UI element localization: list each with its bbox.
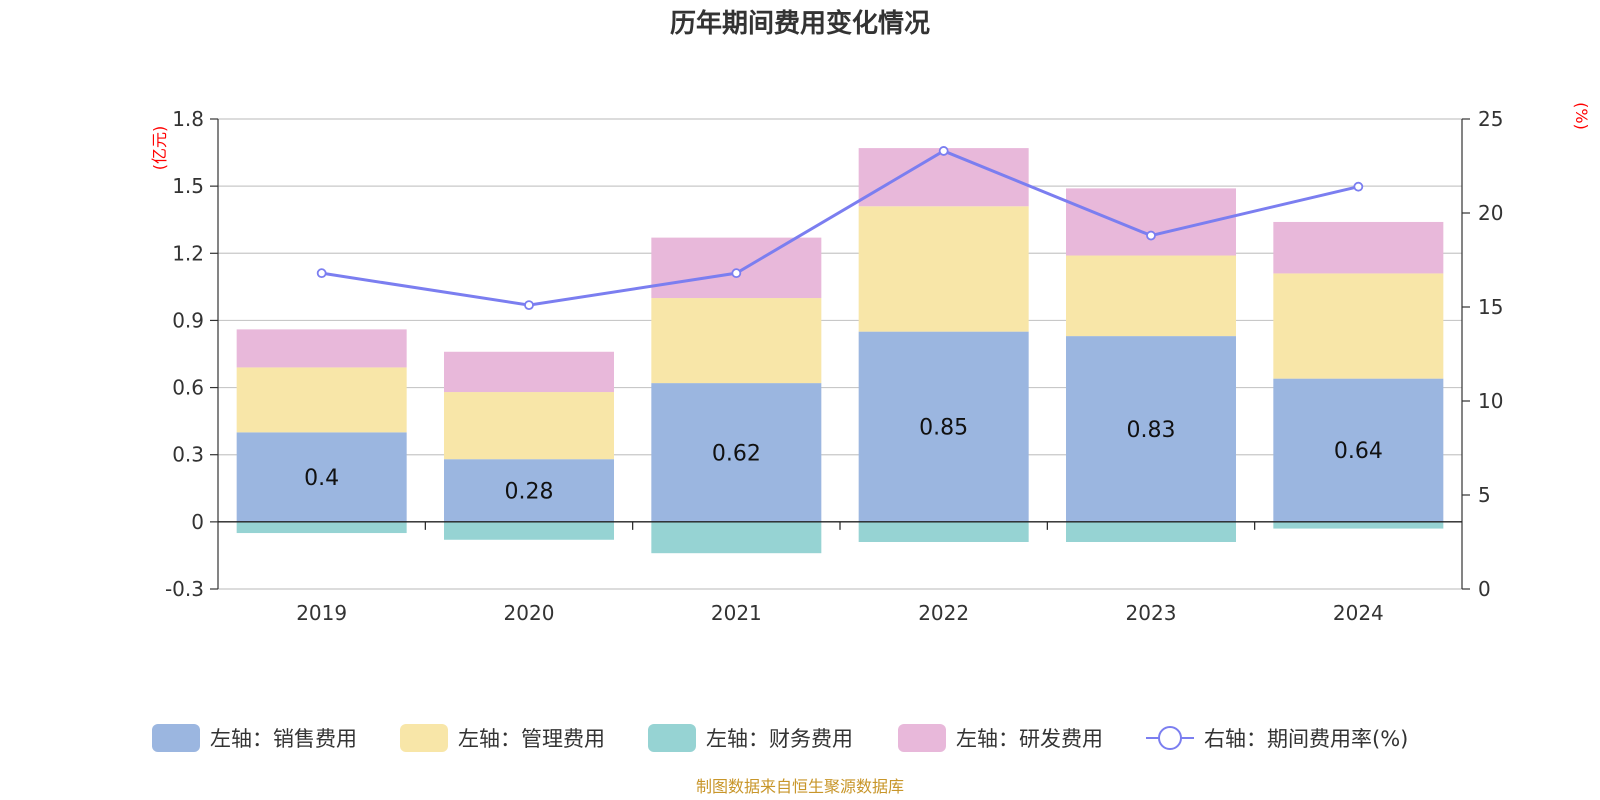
bar-segment[interactable] — [651, 298, 822, 384]
legend-label[interactable]: 右轴：期间费用率(%) — [1204, 727, 1408, 751]
right-axis-unit: (%) — [1572, 102, 1591, 130]
rate-point[interactable] — [316, 268, 327, 279]
bar-segment[interactable] — [1066, 255, 1236, 337]
left-tick-label: 1.8 — [172, 107, 204, 131]
rate-point[interactable] — [524, 300, 534, 311]
rate-line — [316, 146, 1364, 311]
x-tick-label: 2019 — [296, 601, 347, 625]
legend-label[interactable]: 左轴：研发费用 — [956, 727, 1103, 751]
gridlines — [218, 118, 1462, 590]
bar-segment[interactable] — [1273, 378, 1444, 522]
data-label: 0.62 — [712, 441, 761, 466]
bar-segment[interactable] — [444, 521, 614, 540]
bar-segment[interactable] — [236, 367, 407, 433]
bar-segment[interactable] — [236, 329, 407, 368]
legend-swatch[interactable] — [152, 724, 200, 752]
bar-segment[interactable] — [444, 351, 614, 393]
left-axis-unit: (亿元) — [150, 126, 169, 171]
bar-segment[interactable] — [1273, 521, 1444, 529]
rate-point[interactable] — [938, 146, 949, 156]
bar-segment[interactable] — [444, 459, 614, 522]
left-tick-label: 1.2 — [172, 241, 204, 265]
legend-swatch[interactable] — [648, 724, 696, 752]
axes: -0.3 0 0.3 0.6 0.9 1.2 1.5 1.8 0 5 10 15 20 25 2019 202… — [165, 107, 1503, 625]
bar-segment[interactable] — [444, 392, 614, 460]
source-note: 制图数据来自恒生聚源数据库 — [696, 777, 904, 796]
x-tick-label: 2024 — [1333, 601, 1384, 625]
bar-segment[interactable] — [651, 521, 822, 554]
right-tick-label: 25 — [1478, 107, 1503, 131]
left-tick-label: 0 — [191, 510, 204, 534]
legend-label[interactable]: 左轴：财务费用 — [706, 727, 853, 751]
bars — [236, 148, 1444, 554]
data-label: 0.83 — [1127, 418, 1176, 443]
rate-point[interactable] — [1146, 230, 1156, 241]
legend-label[interactable]: 左轴：管理费用 — [458, 727, 605, 751]
x-tick-label: 2022 — [918, 601, 969, 625]
data-label: 0.4 — [304, 466, 339, 491]
left-tick-label: 0.3 — [172, 443, 204, 467]
bar-segment[interactable] — [651, 237, 822, 299]
right-tick-label: 20 — [1478, 201, 1503, 225]
left-tick-label: 0.9 — [172, 308, 204, 332]
bar-segment[interactable] — [1066, 521, 1236, 542]
rate-line-path — [321, 149, 1359, 307]
bar-segment[interactable] — [236, 432, 407, 522]
rate-point[interactable] — [1353, 181, 1364, 192]
data-label: 0.28 — [505, 480, 554, 505]
right-tick-label: 15 — [1478, 295, 1503, 319]
bar-segment[interactable] — [1273, 273, 1444, 379]
left-tick-label: 0.6 — [172, 376, 204, 400]
bar-segment[interactable] — [236, 521, 407, 534]
legend-label[interactable]: 左轴：销售费用 — [210, 727, 357, 751]
rate-point[interactable] — [731, 268, 742, 279]
legend[interactable]: 左轴：销售费用 左轴：管理费用 左轴：财务费用 左轴：研发费用 右轴：期间费用率(%) — [152, 724, 1408, 752]
legend-swatch[interactable] — [898, 724, 946, 752]
bar-segment[interactable] — [1273, 221, 1444, 274]
bar-segment[interactable] — [858, 521, 1029, 542]
right-tick-label: 5 — [1478, 483, 1491, 507]
legend-swatch[interactable] — [400, 724, 448, 752]
bar-segment[interactable] — [1066, 336, 1236, 522]
x-tick-label: 2021 — [711, 601, 762, 625]
right-tick-label: 0 — [1478, 577, 1491, 601]
x-tick-label: 2020 — [504, 601, 555, 625]
bar-segment[interactable] — [651, 383, 822, 522]
left-tick-label: 1.5 — [172, 174, 204, 198]
bar-segment[interactable] — [858, 206, 1029, 332]
left-tick-label: -0.3 — [165, 577, 204, 601]
data-labels: 0.4 0.28 0.62 0.85 0.83 0.64 — [304, 416, 1383, 505]
data-label: 0.85 — [919, 416, 968, 441]
legend-marker-icon[interactable] — [1158, 726, 1182, 750]
right-tick-label: 10 — [1478, 389, 1503, 413]
chart-title: 历年期间费用变化情况 — [670, 8, 930, 39]
data-label: 0.64 — [1334, 439, 1383, 464]
x-tick-label: 2023 — [1126, 601, 1177, 625]
bar-segment[interactable] — [858, 148, 1029, 207]
bar-segment[interactable] — [858, 331, 1029, 522]
